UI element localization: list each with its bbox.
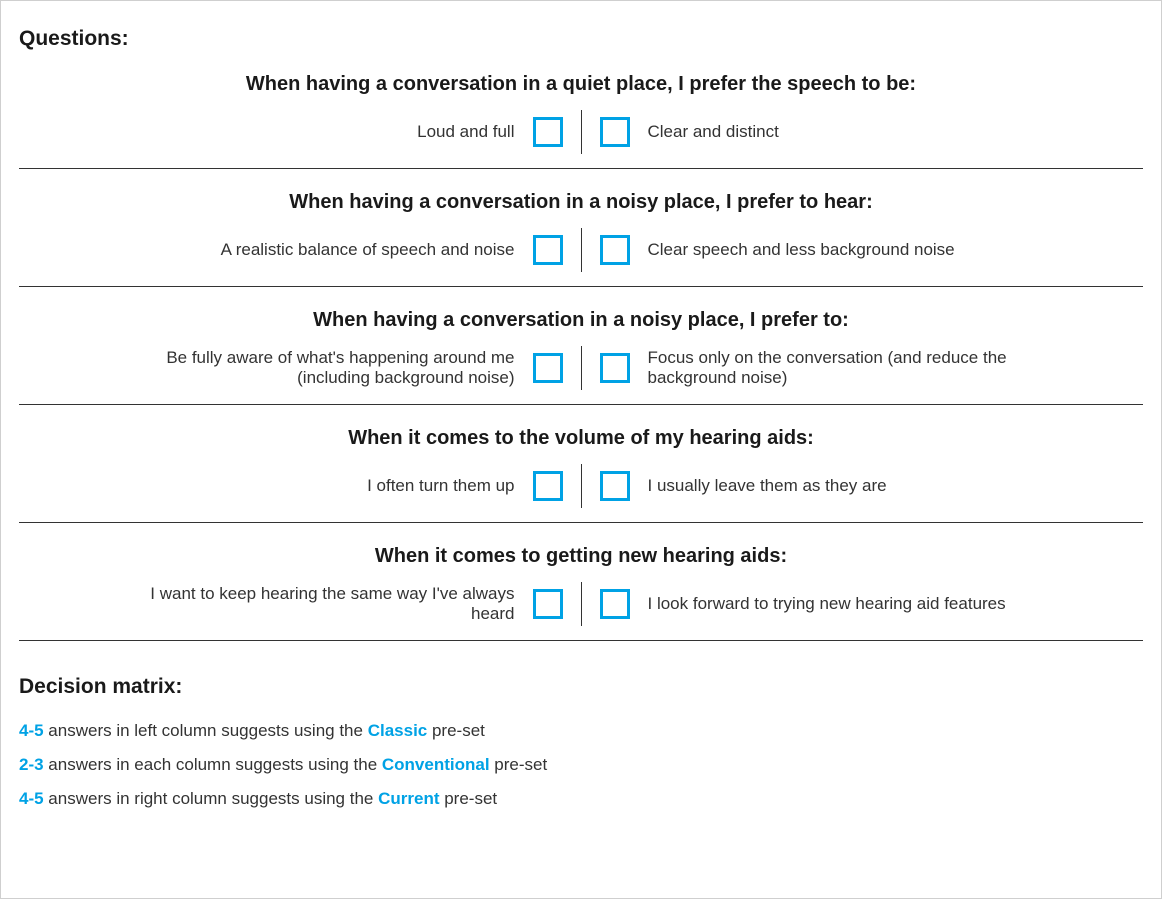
option-left: I want to keep hearing the same way I've…: [19, 582, 581, 626]
decision-preset: Conventional: [382, 755, 490, 774]
question-prompt: When having a conversation in a noisy pl…: [19, 309, 1143, 332]
decision-range: 4-5: [19, 789, 44, 808]
option-right-label: Focus only on the conversation (and redu…: [648, 348, 1028, 388]
decision-line: 2-3 answers in each column suggests usin…: [19, 755, 1143, 775]
option-left-label: Be fully aware of what's happening aroun…: [135, 348, 515, 388]
checkbox-right[interactable]: [600, 471, 630, 501]
option-right: I usually leave them as they are: [582, 464, 1144, 508]
question-block: When having a conversation in a quiet pl…: [19, 73, 1143, 169]
questions-heading: Questions:: [19, 27, 1143, 51]
option-left-label: Loud and full: [417, 122, 514, 142]
option-row: Be fully aware of what's happening aroun…: [19, 346, 1143, 390]
question-block: When having a conversation in a noisy pl…: [19, 191, 1143, 287]
checkbox-left[interactable]: [533, 589, 563, 619]
decision-preset: Current: [378, 789, 439, 808]
option-left: Loud and full: [19, 110, 581, 154]
checkbox-left[interactable]: [533, 235, 563, 265]
option-row: A realistic balance of speech and noise …: [19, 228, 1143, 272]
checkbox-left[interactable]: [533, 117, 563, 147]
question-block: When having a conversation in a noisy pl…: [19, 309, 1143, 405]
checkbox-right[interactable]: [600, 235, 630, 265]
decision-suffix: pre-set: [427, 721, 485, 740]
decision-preset: Classic: [368, 721, 428, 740]
decision-line: 4-5 answers in right column suggests usi…: [19, 789, 1143, 809]
option-left: I often turn them up: [19, 464, 581, 508]
option-right-label: Clear speech and less background noise: [648, 240, 955, 260]
option-row: Loud and full Clear and distinct: [19, 110, 1143, 154]
option-left: Be fully aware of what's happening aroun…: [19, 346, 581, 390]
option-right-label: I usually leave them as they are: [648, 476, 887, 496]
checkbox-right[interactable]: [600, 353, 630, 383]
decision-mid: answers in right column suggests using t…: [44, 789, 379, 808]
option-left: A realistic balance of speech and noise: [19, 228, 581, 272]
option-right: I look forward to trying new hearing aid…: [582, 582, 1144, 626]
question-prompt: When having a conversation in a noisy pl…: [19, 191, 1143, 214]
decision-heading: Decision matrix:: [19, 675, 1143, 699]
decision-suffix: pre-set: [440, 789, 498, 808]
question-prompt: When it comes to the volume of my hearin…: [19, 427, 1143, 450]
decision-range: 2-3: [19, 755, 44, 774]
question-prompt: When having a conversation in a quiet pl…: [19, 73, 1143, 96]
option-left-label: I want to keep hearing the same way I've…: [135, 584, 515, 624]
option-right: Clear speech and less background noise: [582, 228, 1144, 272]
decision-matrix: Decision matrix: 4-5 answers in left col…: [19, 675, 1143, 809]
checkbox-left[interactable]: [533, 353, 563, 383]
decision-mid: answers in left column suggests using th…: [44, 721, 368, 740]
option-right-label: I look forward to trying new hearing aid…: [648, 594, 1006, 614]
checkbox-right[interactable]: [600, 117, 630, 147]
option-left-label: I often turn them up: [367, 476, 514, 496]
decision-line: 4-5 answers in left column suggests usin…: [19, 721, 1143, 741]
option-right: Focus only on the conversation (and redu…: [582, 346, 1144, 390]
option-right-label: Clear and distinct: [648, 122, 779, 142]
question-prompt: When it comes to getting new hearing aid…: [19, 545, 1143, 568]
decision-mid: answers in each column suggests using th…: [44, 755, 382, 774]
decision-suffix: pre-set: [490, 755, 548, 774]
option-left-label: A realistic balance of speech and noise: [221, 240, 515, 260]
option-right: Clear and distinct: [582, 110, 1144, 154]
option-row: I want to keep hearing the same way I've…: [19, 582, 1143, 626]
checkbox-left[interactable]: [533, 471, 563, 501]
checkbox-right[interactable]: [600, 589, 630, 619]
option-row: I often turn them up I usually leave the…: [19, 464, 1143, 508]
question-block: When it comes to getting new hearing aid…: [19, 545, 1143, 641]
questionnaire-page: Questions: When having a conversation in…: [0, 0, 1162, 899]
decision-range: 4-5: [19, 721, 44, 740]
question-block: When it comes to the volume of my hearin…: [19, 427, 1143, 523]
